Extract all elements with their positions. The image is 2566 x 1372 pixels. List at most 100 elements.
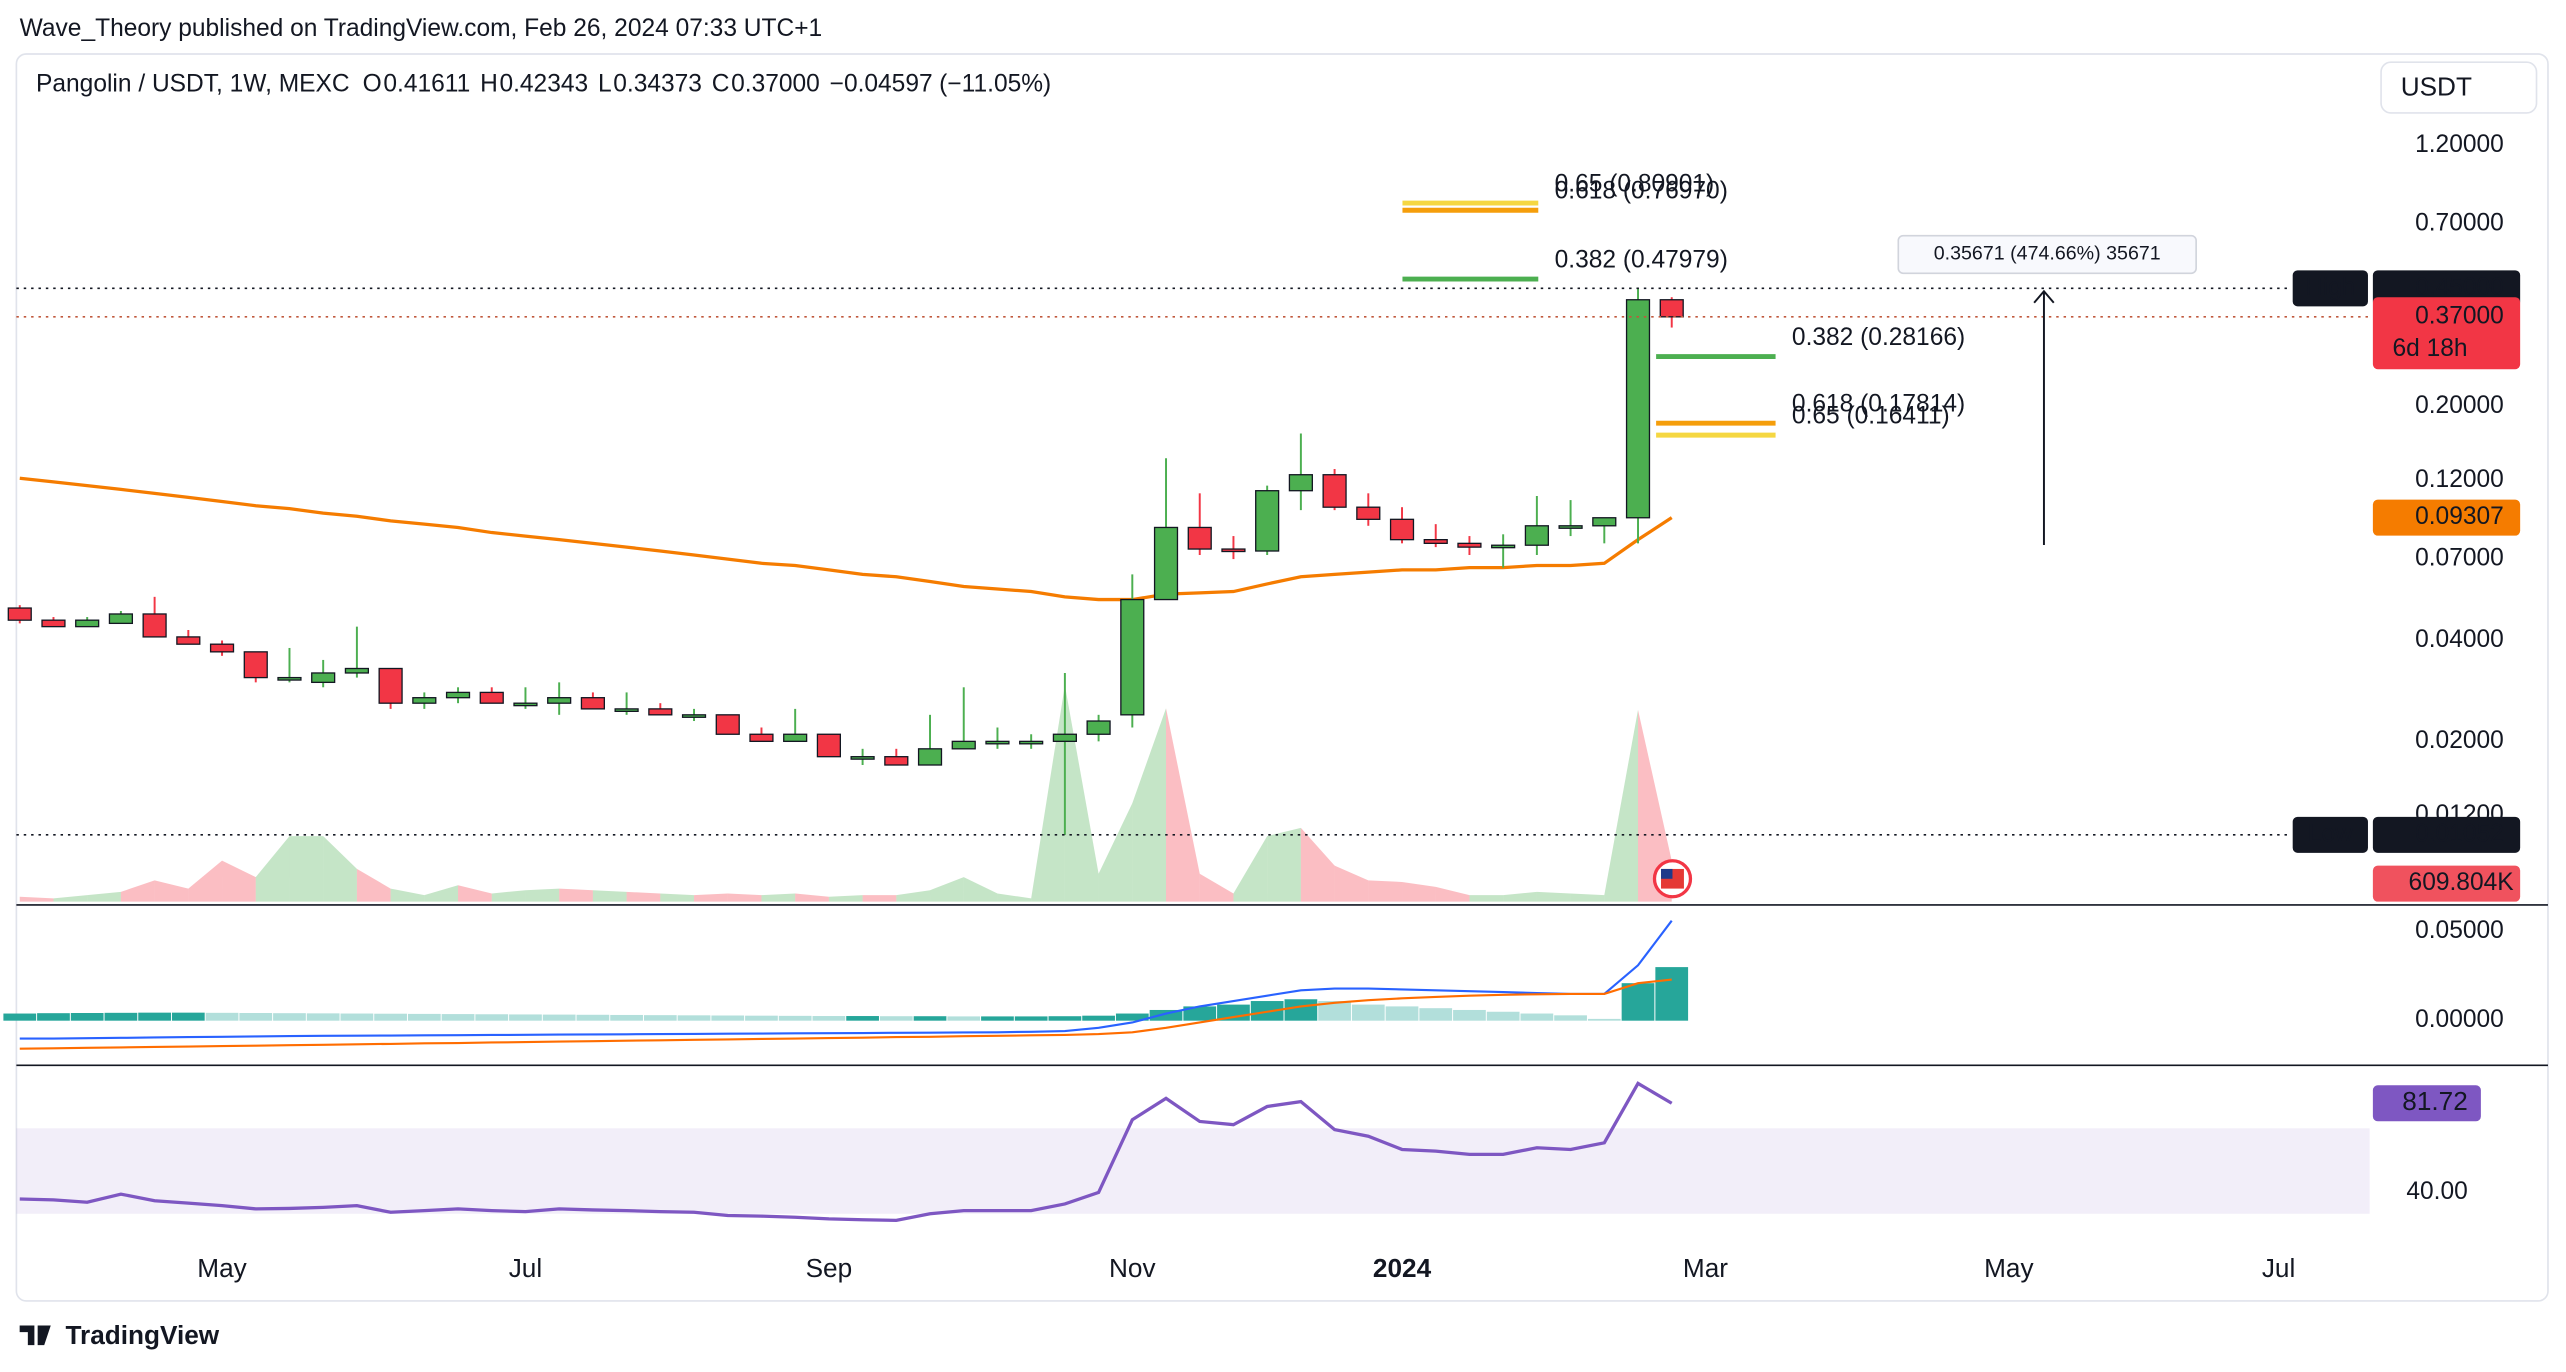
- volume-area: [1166, 708, 1200, 902]
- volume-area: [862, 895, 897, 902]
- legend-text: L: [598, 71, 612, 98]
- currency-label[interactable]: USDT: [2401, 71, 2472, 101]
- volume-area: [255, 836, 290, 902]
- volume-area: [458, 885, 492, 902]
- candle-body: [1120, 598, 1145, 716]
- macd-histogram-bar: [1284, 999, 1318, 1021]
- candle-body: [7, 607, 32, 621]
- volume-area: [761, 893, 796, 902]
- candle-body: [917, 748, 943, 766]
- candle-body: [445, 691, 471, 699]
- badge-bg: [2372, 297, 2521, 370]
- y-tick-label: 0.02000: [2415, 727, 2504, 754]
- badge-tag: High: [2305, 274, 2355, 301]
- fib-label: 0.618 (0.17814): [1792, 391, 1965, 418]
- volume-area: [727, 893, 762, 902]
- candle-body: [1322, 474, 1347, 508]
- macd-histogram-bar: [1385, 1006, 1419, 1021]
- volume-area: [525, 888, 560, 902]
- x-tick-label: May: [197, 1253, 247, 1283]
- macd-histogram-bar: [812, 1016, 846, 1021]
- volume-area: [87, 891, 121, 902]
- candle-body: [1288, 474, 1313, 492]
- y-tick-label: 1.20000: [2415, 131, 2504, 158]
- volume-area: [154, 880, 189, 902]
- macd-histogram-bar: [3, 1013, 37, 1021]
- y-tick-label: 0.05000: [2415, 917, 2504, 944]
- macd-histogram-bar: [509, 1014, 542, 1021]
- candle-body: [715, 714, 740, 735]
- candle-body: [749, 733, 774, 743]
- macd-histogram-bar: [374, 1013, 407, 1021]
- candle-body: [243, 651, 268, 679]
- macd-histogram-bar: [1082, 1015, 1115, 1021]
- badge-tag-bg: [2292, 270, 2368, 307]
- macd-histogram-bar: [981, 1016, 1014, 1021]
- rsi-badge: 81.72: [2402, 1086, 2468, 1116]
- candle-body: [951, 740, 976, 750]
- macd-histogram-bar: [542, 1014, 576, 1021]
- volume-area: [694, 893, 728, 902]
- x-tick-label: 2024: [1373, 1253, 1432, 1283]
- macd-histogram-bar: [205, 1012, 239, 1021]
- candle-body: [1052, 733, 1077, 743]
- macd-histogram-bar: [1048, 1016, 1082, 1021]
- volume-area: [1267, 827, 1301, 902]
- y-tick-label: 40.00: [2406, 1178, 2467, 1205]
- volume-area: [491, 890, 526, 902]
- macd-histogram-bar: [846, 1016, 879, 1021]
- volume-area: [188, 860, 223, 902]
- volume-area: [559, 888, 593, 902]
- main-pane: 0.65 (0.80901)0.618 (0.76970) 0.382 (0.47…: [7, 171, 1965, 902]
- macd-histogram-bar: [1183, 1006, 1217, 1021]
- x-tick-label: Sep: [806, 1253, 853, 1283]
- macd-histogram-bar: [441, 1014, 475, 1021]
- macd-histogram-bar: [475, 1014, 509, 1021]
- candle-body: [41, 619, 66, 628]
- currency-button[interactable]: [2380, 61, 2538, 114]
- macd-histogram-bar: [1587, 1018, 1621, 1021]
- macd-histogram-bar: [171, 1012, 205, 1021]
- candle-body: [985, 740, 1010, 745]
- fib-label: 0.382 (0.28166): [1792, 324, 1965, 351]
- candle-body: [1558, 525, 1583, 529]
- candle-body: [108, 613, 134, 625]
- fib-label: 0.65 (0.80901): [1555, 171, 1715, 198]
- logo-text: TradingView: [65, 1320, 219, 1350]
- volume-area: [1098, 803, 1133, 902]
- volume-area: [1536, 891, 1571, 902]
- volume-area: [828, 895, 863, 902]
- volume-area: [795, 893, 829, 902]
- candle-body: [850, 756, 875, 760]
- volume-area: [1435, 886, 1470, 902]
- badge-value: 0.01052: [2415, 820, 2504, 847]
- volume-area: [1334, 865, 1369, 902]
- volume-area: [424, 885, 459, 902]
- macd-histogram-bar: [1486, 1011, 1520, 1021]
- logo-mark: [19, 1325, 51, 1346]
- legend-text: −0.04597: [830, 71, 933, 98]
- volume-area: [1604, 709, 1639, 902]
- rsi-band: [16, 1128, 2370, 1214]
- legend-text: Pangolin / USDT, 1W, MEXC: [36, 71, 350, 98]
- volume-area: [19, 896, 54, 902]
- volume-area: [1199, 873, 1234, 902]
- volume-area: [53, 895, 88, 902]
- candle-body: [479, 691, 504, 704]
- y-tick-label: 0.12000: [2415, 466, 2504, 493]
- candle-body: [344, 667, 370, 674]
- macd-histogram-bar: [947, 1016, 981, 1021]
- macd-histogram-bar: [1115, 1013, 1149, 1021]
- volume-area: [222, 860, 256, 902]
- candle-body: [681, 714, 707, 718]
- volume-area: [626, 891, 661, 902]
- candle-body: [1255, 490, 1280, 552]
- x-tick-label: Jul: [509, 1253, 542, 1283]
- y-tick-label: 0.00000: [2415, 1006, 2504, 1033]
- candle-body: [580, 697, 606, 710]
- macd-histogram-bar: [37, 1013, 70, 1021]
- macd-histogram-bar: [745, 1015, 778, 1021]
- candle-body: [1187, 526, 1212, 550]
- legend-text: H: [480, 71, 498, 98]
- fib-label: 0.618 (0.76970): [1555, 178, 1728, 205]
